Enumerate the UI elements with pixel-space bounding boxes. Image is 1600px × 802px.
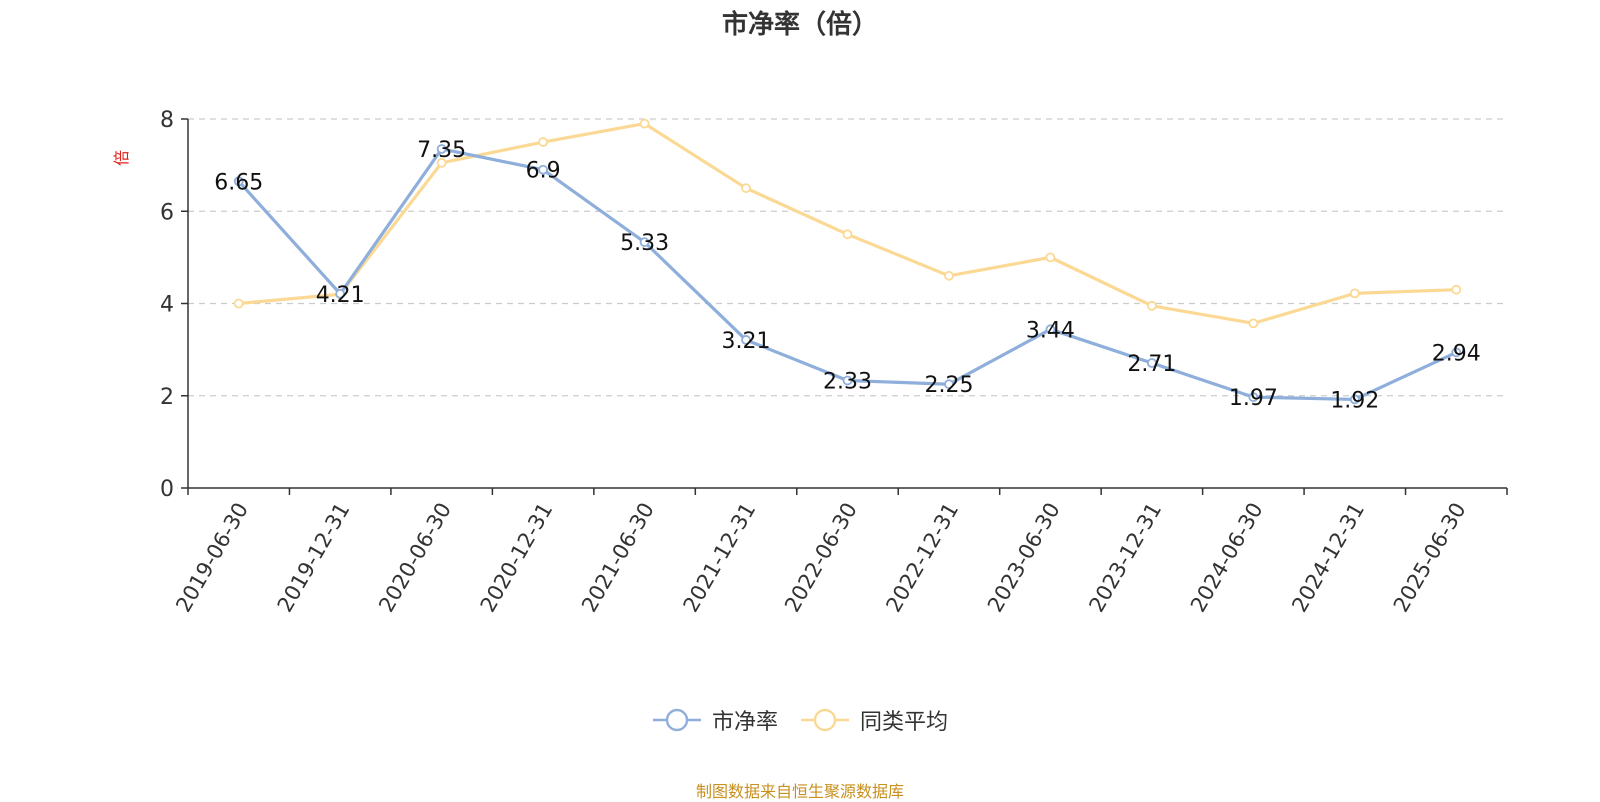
data-point (233, 298, 244, 309)
data-label: 2.71 (1127, 352, 1176, 377)
data-point (741, 335, 751, 345)
x-tick-label: 2025-06-30 (1389, 499, 1471, 617)
legend-label: 同类平均 (860, 710, 949, 735)
data-point (1146, 300, 1157, 311)
data-point (639, 118, 650, 129)
x-tick-label: 2022-12-31 (881, 499, 963, 617)
y-tick-label: 4 (160, 293, 174, 318)
data-point (944, 379, 954, 390)
y-tick-label: 2 (160, 385, 174, 410)
data-label: 5.33 (620, 231, 669, 256)
data-point (1451, 284, 1462, 295)
x-tick-label: 2019-12-31 (273, 499, 355, 617)
x-tick-label: 2019-06-30 (171, 499, 253, 617)
data-point (842, 375, 853, 386)
data-label: 3.21 (722, 329, 771, 354)
data-label: 2.94 (1432, 341, 1481, 366)
data-label: 6.9 (526, 159, 561, 184)
legend-marker (801, 708, 849, 732)
data-point (1146, 358, 1157, 368)
x-tick-label: 2023-06-30 (983, 499, 1065, 617)
y-tick-label: 6 (160, 200, 174, 225)
data-label: 2.33 (823, 370, 872, 395)
data-point (538, 164, 549, 175)
chart-title: 市净率（倍） (721, 10, 878, 40)
data-label: 3.44 (1026, 318, 1075, 343)
x-tick-label: 2020-06-30 (374, 498, 456, 616)
data-point (944, 270, 954, 281)
data-point (1349, 288, 1360, 299)
x-tick-label: 2021-12-31 (679, 499, 761, 617)
data-point (1349, 394, 1360, 405)
data-point (741, 183, 751, 194)
legend-marker (652, 708, 701, 732)
data-point (233, 176, 244, 187)
data-point (1045, 252, 1056, 263)
source-note: 制图数据来自恒生聚源数据库 (695, 782, 904, 801)
data-label: 6.65 (214, 170, 263, 195)
axis-layer: 0 2 4 6 8 2019-06-30 2019-12-31 2020-06-30 2020-… (160, 108, 1508, 617)
y-tick-label: 0 (160, 477, 174, 502)
data-label: 1.92 (1330, 388, 1379, 413)
x-tick-label: 2020-12-31 (476, 499, 558, 617)
legend-label: 市净率 (711, 710, 778, 735)
data-point (436, 144, 447, 154)
x-tick-label: 2021-06-30 (577, 499, 659, 617)
data-label: 7.35 (417, 138, 466, 163)
data-point (335, 288, 346, 299)
data-point (1045, 324, 1056, 335)
legend: 市净率 同类平均 (0, 704, 1600, 736)
data-point (1451, 347, 1462, 358)
series-layer (233, 118, 1462, 405)
legend-item[interactable]: 同类平均 (800, 704, 948, 736)
data-label: 2.25 (924, 373, 973, 398)
data-point (639, 237, 650, 248)
y-axis-unit-label: 倍 (112, 150, 131, 166)
data-point (538, 137, 549, 147)
grid-layer (188, 118, 1507, 397)
x-tick-label: 2024-12-31 (1287, 499, 1369, 617)
data-label: 1.97 (1229, 386, 1278, 411)
x-tick-label: 2023-12-31 (1084, 499, 1166, 617)
x-tick-label: 2022-06-30 (780, 499, 862, 617)
data-point (1248, 318, 1259, 329)
data-point (1248, 392, 1259, 403)
y-tick-label: 8 (160, 108, 174, 133)
data-point (436, 157, 447, 168)
data-point (842, 229, 853, 240)
label-layer: 6.65 4.21 7.35 6.9 5.33 3.21 2.33 2.25 3.44 2.71 1… (214, 138, 1481, 413)
x-tick-label: 2024-06-30 (1186, 499, 1268, 617)
legend-item[interactable]: 市净率 (652, 704, 778, 736)
data-label: 4.21 (316, 283, 365, 308)
